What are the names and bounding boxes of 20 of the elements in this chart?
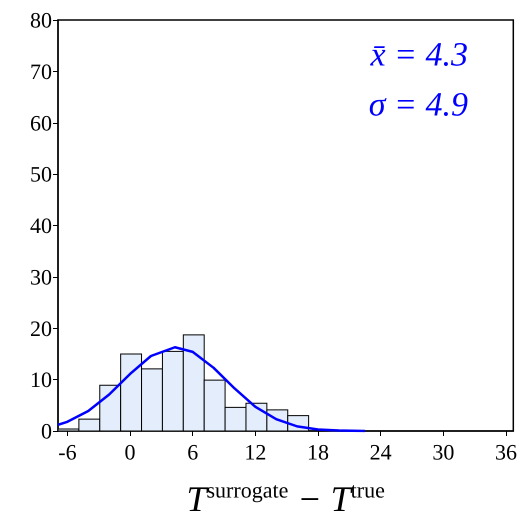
y-tick-label: 0 [41,418,52,444]
annotation: σ = 4.9 [368,86,468,124]
x-tick-label: 0 [124,440,136,464]
y-tick-label: 10 [30,367,52,392]
x-tick-label: 6 [187,440,198,464]
x-tick-label: 36 [495,440,517,464]
line-series [56,346,366,432]
x-tick-label: 24 [370,440,392,464]
y-tick-label: 70 [30,58,52,84]
y-tick-label: 40 [30,213,52,238]
annotation: x̄ = 4.3 [369,36,468,74]
y-tick-label: 80 [30,8,52,32]
x-tick-label: -6 [58,440,77,464]
y-tick-label: 60 [30,110,52,136]
y-tick-label: 20 [30,316,52,341]
y-tick-label: 50 [30,162,52,187]
x-tick-label: 12 [244,440,266,464]
x-tick-label: 18 [307,440,330,464]
x-tick-label: 30 [432,440,454,464]
y-tick-label: 30 [30,264,52,290]
